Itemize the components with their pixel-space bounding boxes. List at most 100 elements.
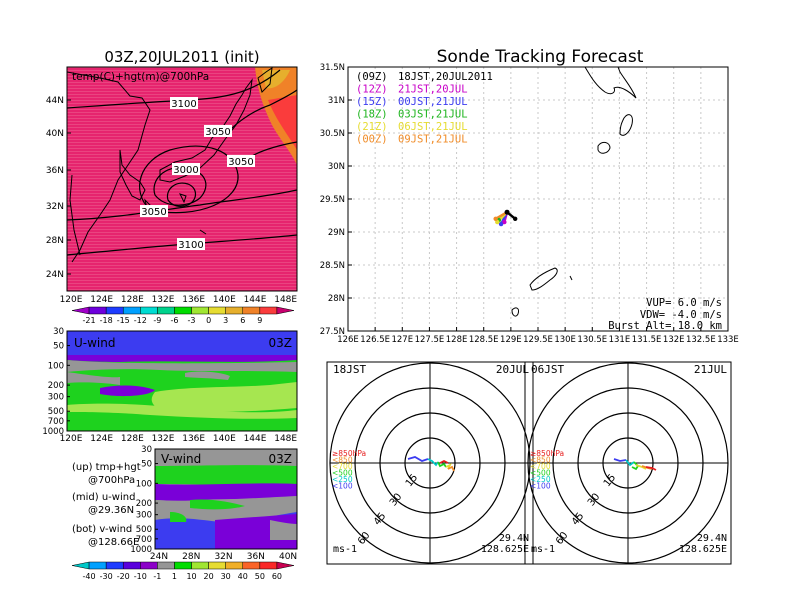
- lon-tick-label: 140E: [213, 295, 236, 305]
- legend-label: 06JST,21JUL: [398, 121, 468, 133]
- contour-label: 3100: [171, 99, 196, 110]
- legend-label: 18JST,20JUL2011: [398, 71, 493, 83]
- colorbar-swatch: [174, 561, 192, 570]
- colorbar-swatch: [225, 561, 244, 570]
- colorbar-swatch: [71, 306, 90, 315]
- hodo-lat: 29.4N: [499, 533, 529, 544]
- legend-label: 03JST,21JUL: [398, 109, 468, 121]
- colorbar-swatch: [140, 306, 158, 315]
- lat-tick-label: 44N: [46, 96, 64, 106]
- colorbar-swatch: [157, 306, 175, 315]
- pressure-tick-label: 1000: [42, 427, 64, 437]
- lat-tick-label: 36N: [46, 166, 64, 176]
- lon-tick-label: 148E: [274, 295, 297, 305]
- hodo-trace: [437, 461, 447, 468]
- hodo-legend-item: <700: [530, 462, 551, 471]
- colorbar-swatch: [276, 561, 295, 570]
- hodo-legend-item: <700: [332, 462, 353, 471]
- colorbar-swatch: [259, 561, 278, 570]
- colorbar-swatch: [191, 306, 209, 315]
- launch-point: [504, 209, 510, 215]
- lon-tick-label: 136E: [182, 295, 205, 305]
- contour-label: 3050: [141, 207, 166, 218]
- lat-tick-label: 31.5N: [320, 63, 345, 73]
- track-endpoint: [495, 219, 500, 225]
- hodo-trace: [645, 466, 657, 471]
- colorbar-swatch: [276, 306, 295, 315]
- v-lat-axis: 24N 28N 32N 36N 40N: [150, 552, 297, 562]
- lon-tick-label: 126E: [337, 335, 359, 345]
- colorbar-swatch: [105, 306, 124, 315]
- hodo-legend-item: <500: [332, 469, 353, 478]
- hodo-legend-item: <100: [530, 482, 551, 491]
- lon-tick-label: 132E: [152, 295, 175, 305]
- lat-tick-label: 30.5N: [320, 129, 345, 139]
- lon-tick-label: 132E: [663, 335, 685, 345]
- lon-tick-label: 124E: [90, 295, 113, 305]
- lon-tick-label: 128E: [121, 295, 144, 305]
- legend-code: (18Z): [356, 109, 388, 121]
- lon-tick-label: 136E: [182, 434, 205, 444]
- contour-label: 3000: [173, 165, 198, 176]
- hodo-trace: [407, 456, 429, 462]
- burst-alt-param: Burst Alt= 18.0 km: [608, 320, 722, 332]
- colorbar-swatch: [105, 561, 124, 570]
- colorbar-swatch: [88, 306, 107, 315]
- colorbar-swatch: [71, 561, 90, 570]
- lat-axis: 44N 40N 36N 32N 28N 24N: [46, 96, 71, 280]
- legend-code: (00Z): [356, 134, 388, 146]
- lat-tick-label: 29.5N: [320, 195, 345, 205]
- u-wind-frame: [66, 330, 298, 432]
- hodo-time: 18JST: [333, 363, 366, 376]
- hodo-frame: [524, 361, 732, 565]
- colorbar-label: 9: [257, 316, 262, 325]
- lon-tick-label: 128E: [446, 335, 468, 345]
- hodo-lon: 128.625E: [679, 544, 727, 555]
- colorbar-label: -12: [134, 316, 147, 325]
- contour-label: 3050: [228, 157, 253, 168]
- v-wind-frame: [154, 448, 298, 550]
- hodo-date: 21JUL: [694, 363, 727, 376]
- colorbar-label: -3: [188, 316, 196, 325]
- lat-tick-label: 24N: [46, 270, 64, 280]
- colorbar-swatch: [122, 306, 141, 315]
- legend-code: (21Z): [356, 121, 388, 133]
- colorbar-label: 50: [255, 572, 265, 581]
- colorbar-label: -18: [100, 316, 113, 325]
- hodo-legend-item: ≥850hPa: [530, 449, 564, 458]
- v-wind-time: 03Z: [269, 452, 293, 466]
- hodo-time: 06JST: [531, 363, 564, 376]
- lon-tick-label: 124E: [90, 434, 113, 444]
- colorbar-label: 30: [221, 572, 231, 581]
- pressure-tick-label: 300: [136, 511, 152, 521]
- hodo-legend-item: <250: [332, 475, 353, 484]
- track-grid: [348, 67, 728, 331]
- colorbar-label: -10: [134, 572, 147, 581]
- side-note: (bot) v-wind: [72, 524, 132, 535]
- lon-tick-label: 130.5E: [577, 335, 607, 345]
- lon-tick-label: 133E: [717, 335, 739, 345]
- vup-param: VUP= 6.0 m/s: [646, 297, 722, 309]
- colorbar-label: -40: [83, 572, 96, 581]
- lon-tick-label: 120E: [60, 434, 83, 444]
- lat-tick-label: 30N: [328, 162, 345, 172]
- lat-tick-label: 36N: [247, 552, 265, 562]
- track-lat-axis: 31.5N 31N 30.5N 30N 29.5N 29N 28.5N 28N 27.5N: [320, 63, 352, 337]
- side-note: @29.36N: [88, 505, 134, 516]
- hodo-trace: [625, 459, 635, 467]
- hodo-trace: [631, 461, 640, 471]
- colorbar-label: 20: [204, 572, 214, 581]
- left-title: 03Z,20JUL2011 (init): [104, 48, 259, 66]
- colorbar-label: 40: [238, 572, 248, 581]
- hodo-trace: [447, 465, 455, 472]
- legend-label: 00JST,21JUL: [398, 96, 468, 108]
- right-title: Sonde Tracking Forecast: [437, 47, 644, 67]
- lon-tick-label: 127.5E: [415, 335, 445, 345]
- pressure-tick-label: 100: [48, 361, 64, 371]
- contour-labels: 3100 3050 3000 3050 3050 3100: [140, 97, 255, 251]
- track-endpoint: [513, 216, 518, 221]
- lat-tick-label: 27.5N: [320, 327, 345, 337]
- colorbar-swatch: [259, 306, 278, 315]
- colorbar-swatch: [242, 306, 261, 315]
- v-wind-label: V-wind: [161, 452, 201, 466]
